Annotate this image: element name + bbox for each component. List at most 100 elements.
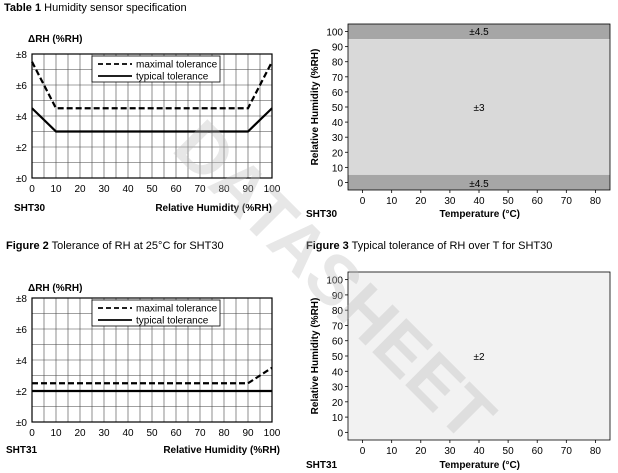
sht30-rh-sensor-label: SHT30 [14,203,46,214]
sht30-temp-ylabel: Relative Humidity (%RH) [310,49,321,166]
sht30-temp-ytick-label: 90 [332,43,344,54]
sht31-temp-xtick-label: 70 [561,446,573,457]
sht31-rh-xtick-label: 30 [98,428,110,439]
sht30-temp-region-label: ±4.5 [469,179,489,190]
sht30-rh-xtick-label: 20 [74,184,86,195]
sht31-rh-ytick-label: ±0 [16,418,27,429]
sht30-temp-ytick-label: 40 [332,118,344,129]
sht31-rh-xtick-label: 80 [218,428,230,439]
sht31-rh-legend-label: maximal tolerance [136,304,218,315]
sht31-rh-ytick-label: ±2 [16,387,27,398]
sht30-rh-xtick-label: 30 [98,184,110,195]
sht31-rh-xtick-label: 50 [146,428,158,439]
sht31-temp-xtick-label: 10 [386,446,398,457]
sht30-temp-ytick-label: 50 [332,103,344,114]
table-caption-text: Humidity sensor specification [41,2,187,14]
sht30-rh-xtick-label: 10 [50,184,62,195]
sht30-temp-sensor-label: SHT30 [306,209,338,220]
sht30-temp-ytick-label: 70 [332,73,344,84]
sht30-rh-xtick-label: 40 [122,184,134,195]
table-caption: Table 1 Humidity sensor specification [4,2,187,14]
sht30-temp-xtick-label: 30 [444,196,456,207]
sht31-temp-ytick-label: 100 [326,276,343,287]
sht30-temp-xtick-label: 20 [415,196,427,207]
figure2-caption: Figure 2 Tolerance of RH at 25°C for SHT… [6,240,224,252]
sht31-temp-ytick-label: 70 [332,321,344,332]
sht30-rh-xtick-label: 0 [29,184,35,195]
sht31-temp-ytick-label: 90 [332,291,344,302]
sht31-temp-ytick-label: 30 [332,383,344,394]
sht31-temp-xtick-label: 0 [360,446,366,457]
sht30-rh-xtick-label: 50 [146,184,158,195]
sht31-temp-ytick-label: 50 [332,352,344,363]
sht31-rh-xtick-label: 90 [242,428,254,439]
sht30-rh-ylabel: ΔRH (%RH) [28,34,82,45]
sht31-temp-xtick-label: 20 [415,446,427,457]
sht30-rh-frame [31,53,273,179]
sht31-temp-sensor-label: SHT31 [306,460,338,471]
sht30-rh-series-typical [31,107,273,133]
sht31-temp-region-0 [348,272,610,440]
sht31-rh-xlabel: Relative Humidity (%RH) [163,445,280,456]
sht31-rh-sensor-label: SHT31 [6,445,38,456]
figure3-caption: Figure 3 Typical tolerance of RH over T … [306,240,552,252]
sht30-rh-xtick-label: 60 [170,184,182,195]
sht31-rh-xtick-label: 10 [50,428,62,439]
sht30-temp-region-label: ±4.5 [469,27,489,38]
sht30-temp-xtick-label: 50 [503,196,515,207]
sht30-temp-ytick-label: 60 [332,88,344,99]
table-caption-prefix: Table 1 [4,2,42,14]
sht30-temp-xtick-label: 60 [532,196,544,207]
sht31-temp-ytick-label: 10 [332,413,344,424]
sht31-temp-ytick-label: 40 [332,367,344,378]
sht31-rh-series-maximal [32,366,273,385]
sht30-temp-region-label: ±3 [473,103,484,114]
sht30-temp-ytick-label: 100 [326,28,343,39]
sht31-rh-xtick-label: 60 [170,428,182,439]
sht31-rh-xtick-label: 70 [194,428,206,439]
sht31-temp-xtick-label: 80 [590,446,602,457]
sht30-rh-ytick-label: ±0 [16,174,27,185]
sht30-temp-xlabel: Temperature (°C) [440,209,521,220]
sht31-temp-ylabel: Relative Humidity (%RH) [310,298,321,415]
sht30-temp-ytick-label: 30 [332,133,344,144]
sht30-rh-xtick-label: 100 [264,184,281,195]
figure3-caption-prefix: Figure 3 [306,240,349,252]
sht30-temp-ytick-label: 0 [337,178,343,189]
sht30-temp-xtick-label: 40 [473,196,485,207]
sht30-rh-legend-box [91,55,221,83]
sht30-temp-region-1 [348,39,610,175]
sht30-rh-xlabel: Relative Humidity (%RH) [155,203,272,214]
sht30-rh-ytick-label: ±4 [16,112,27,123]
sht30-temp-xtick-label: 70 [561,196,573,207]
sht31-rh-ytick-label: ±4 [16,356,27,367]
sht30-temp-xtick-label: 0 [360,196,366,207]
sht30-temp-ytick-label: 80 [332,58,344,69]
sht31-rh-ytick-label: ±6 [16,325,27,336]
sht31-rh-legend-label: typical tolerance [136,316,209,327]
sht31-temp-ytick-label: 0 [337,428,343,439]
sht30-rh-series-maximal [31,61,273,110]
sht31-rh-xtick-label: 100 [264,428,281,439]
figure3-caption-text: Typical tolerance of RH over T for SHT30 [348,240,553,252]
sht30-temp-region-2 [348,174,610,190]
sht30-rh-ytick-label: ±6 [16,81,27,92]
sht31-temp-xtick-label: 60 [532,446,544,457]
sht31-rh-xtick-label: 0 [29,428,35,439]
sht30-rh-ytick-label: ±8 [16,50,27,61]
sht30-temp-ytick-label: 20 [332,148,344,159]
sht30-temp-region-0 [348,24,610,40]
figure2-caption-text: Tolerance of RH at 25°C for SHT30 [48,240,224,252]
sht31-temp-xlabel: Temperature (°C) [440,460,521,471]
sht31-temp-xtick-label: 40 [473,446,485,457]
figure2-caption-prefix: Figure 2 [6,240,49,252]
sht31-temp-ytick-label: 60 [332,337,344,348]
sht30-rh-xtick-label: 80 [218,184,230,195]
sht31-temp-ytick-label: 80 [332,306,344,317]
sht31-rh-ytick-label: ±8 [16,294,27,305]
sht31-temp-xtick-label: 50 [503,446,515,457]
sht30-temp-xtick-label: 80 [590,196,602,207]
sht31-rh-ylabel: ΔRH (%RH) [28,283,82,294]
sht30-rh-legend-label: typical tolerance [136,72,209,83]
